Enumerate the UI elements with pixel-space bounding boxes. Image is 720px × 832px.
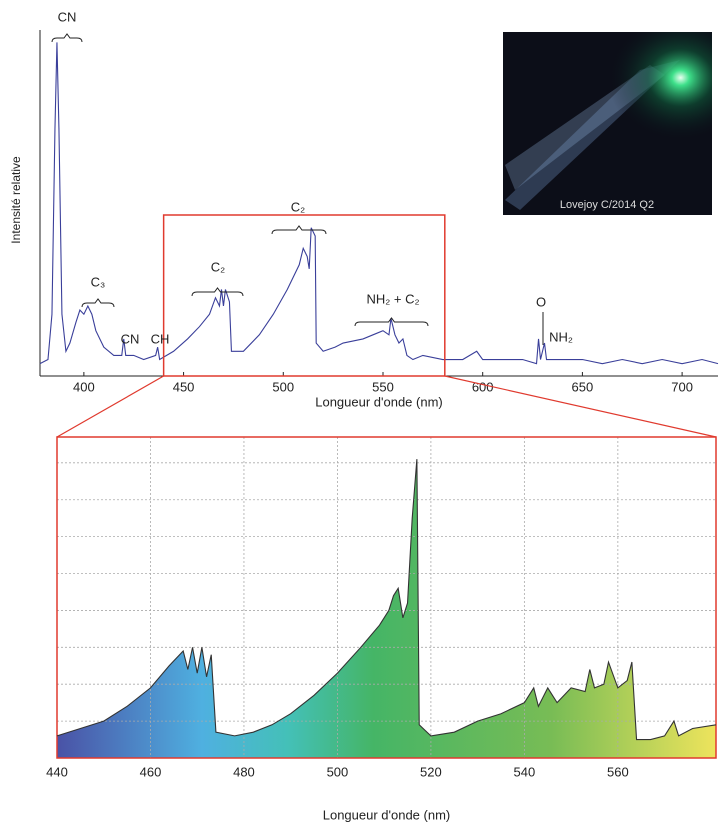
annotation: CN [121,331,140,346]
bracket [192,288,243,296]
annotation: NH₂ [549,329,573,344]
x-tick-label: 450 [173,379,195,394]
x-tick-label: 550 [372,379,394,394]
x-tick-label: 540 [514,764,536,779]
x-tick-label: 480 [233,764,255,779]
x-tick-label: 560 [607,764,629,779]
x-tick-label: 650 [572,379,594,394]
x-tick-label: 700 [671,379,693,394]
x-tick-label: 600 [472,379,494,394]
x-tick-label: 460 [140,764,162,779]
bracket [82,299,114,307]
x-tick-label: 440 [46,764,68,779]
annotation: NH₂ + C₂ [366,291,419,306]
area-fill [57,459,716,758]
bracket [272,226,326,234]
figure: Lovejoy C/2014 Q2 Intensité relative 400 4… [0,0,720,827]
inset-photo: Lovejoy C/2014 Q2 [503,32,712,215]
inset-caption: Lovejoy C/2014 Q2 [560,199,654,211]
annotation: CN [58,9,77,24]
bracket [52,34,82,42]
x-tick-label: 500 [272,379,294,394]
x-axis-title: Longueur d'onde (nm) [315,394,443,409]
x-tick-label: 520 [420,764,442,779]
annotation: CH [151,331,170,346]
annotation: C₂ [291,199,305,214]
y-axis-title: Intensité relative [9,156,23,244]
annotation: C₃ [91,274,106,289]
x-tick-label: 500 [327,764,349,779]
annotation: C₂ [211,259,225,274]
annotation: O [536,294,546,309]
x-axis-title: Longueur d'onde (nm) [323,807,451,822]
x-tick-label: 400 [73,379,95,394]
